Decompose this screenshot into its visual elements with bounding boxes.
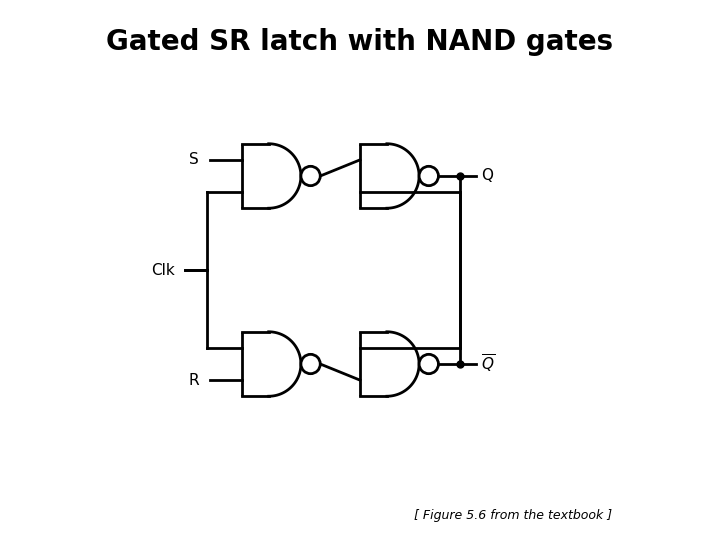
Circle shape — [301, 166, 320, 186]
Circle shape — [419, 166, 438, 186]
Text: S: S — [189, 152, 199, 167]
Text: Clk: Clk — [151, 262, 175, 278]
Text: Q: Q — [482, 168, 493, 184]
Text: $\overline{Q}$: $\overline{Q}$ — [482, 353, 495, 375]
Text: R: R — [188, 373, 199, 388]
Text: Gated SR latch with NAND gates: Gated SR latch with NAND gates — [107, 28, 613, 56]
Circle shape — [301, 354, 320, 374]
Circle shape — [419, 354, 438, 374]
Text: [ Figure 5.6 from the textbook ]: [ Figure 5.6 from the textbook ] — [415, 510, 613, 523]
